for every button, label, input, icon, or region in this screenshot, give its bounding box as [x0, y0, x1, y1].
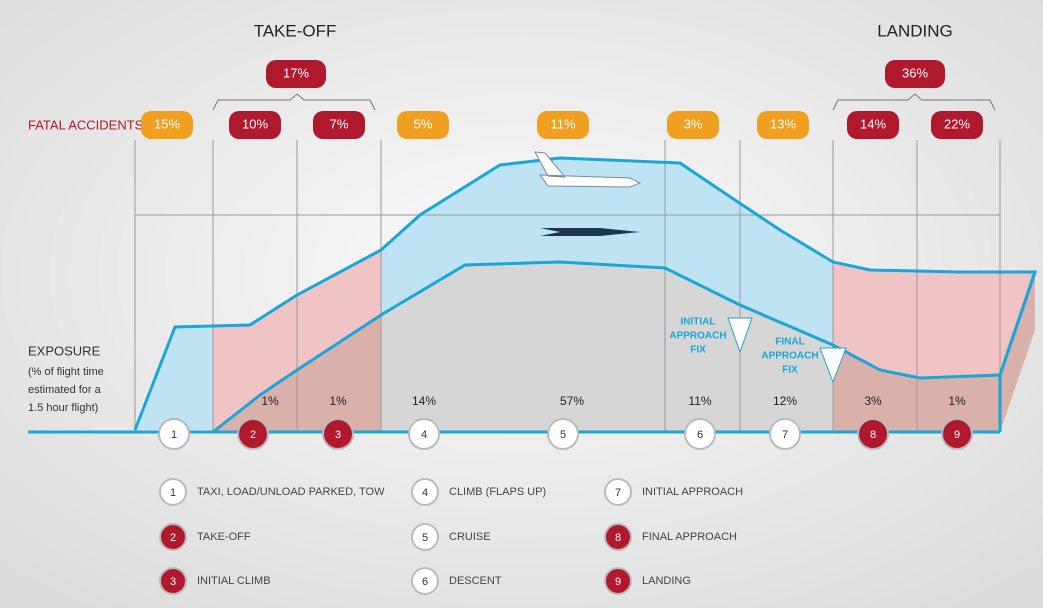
fatal-label: FATAL ACCIDENTS [28, 117, 144, 132]
legend-number: 6 [422, 576, 428, 588]
fatal-value: 10% [242, 116, 268, 131]
phase-number: 3 [335, 429, 341, 441]
phase-number: 6 [697, 429, 703, 441]
annotation: FINAL [775, 337, 804, 348]
phase-number: 9 [954, 429, 960, 441]
infographic: TAKE-OFF LANDING 17% 36% FATAL ACCIDENTS… [0, 0, 1043, 608]
phase-number: 4 [421, 429, 427, 441]
annotation: INITIAL [681, 317, 716, 328]
fatal-value: 11% [550, 116, 575, 131]
exposure-value: 57% [560, 394, 584, 408]
phase-number: 2 [250, 429, 256, 441]
legend-number: 4 [422, 487, 428, 499]
exposure-value: 3% [864, 394, 882, 408]
phase-number: 7 [782, 429, 788, 441]
legend-number: 3 [170, 576, 176, 588]
exposure-note: 1.5 hour flight) [28, 402, 98, 414]
fatal-value: 14% [860, 116, 886, 131]
phase-number: 8 [870, 429, 876, 441]
fatal-value: 13% [770, 116, 796, 131]
exposure-value: 1% [948, 394, 966, 408]
fatal-value: 5% [414, 116, 433, 131]
legend-number: 1 [170, 487, 176, 499]
phase-number: 5 [560, 429, 566, 441]
exposure-value: 14% [412, 394, 436, 408]
annotation: FIX [782, 365, 798, 376]
annotation: FIX [690, 345, 706, 356]
legend-name: TAXI, LOAD/UNLOAD PARKED, TOW [197, 486, 385, 498]
exposure-value: 11% [688, 394, 711, 408]
legend-name: TAKE-OFF [197, 531, 251, 543]
phase-number: 1 [171, 429, 177, 441]
exposure-title: EXPOSURE [28, 343, 101, 358]
annotation: APPROACH [669, 331, 726, 342]
annotation: APPROACH [761, 351, 818, 362]
group-total: 17% [283, 65, 309, 80]
exposure-value: 12% [773, 394, 797, 408]
legend-number: 9 [615, 576, 621, 588]
fatal-value: 3% [684, 116, 703, 131]
exposure-value: 1% [261, 394, 279, 408]
legend-number: 2 [170, 532, 176, 544]
fatal-value: 7% [330, 116, 349, 131]
legend-name: LANDING [642, 575, 691, 587]
legend-number: 7 [615, 487, 621, 499]
legend-name: CLIMB (FLAPS UP) [449, 486, 546, 498]
exposure-note: (% of flight time [28, 366, 104, 378]
exposure-note: estimated for a [28, 384, 102, 396]
takeoff-header: TAKE-OFF [254, 21, 337, 40]
fatal-value: 15% [154, 116, 180, 131]
exposure-value: 1% [329, 394, 347, 408]
landing-header: LANDING [877, 21, 953, 40]
legend-name: DESCENT [449, 575, 502, 587]
legend-name: FINAL APPROACH [642, 531, 737, 543]
legend-name: INITIAL CLIMB [197, 575, 271, 587]
fatal-value: 22% [944, 116, 970, 131]
legend-number: 5 [422, 532, 428, 544]
legend-name: INITIAL APPROACH [642, 486, 743, 498]
group-total: 36% [902, 65, 928, 80]
legend-number: 8 [615, 532, 621, 544]
legend-name: CRUISE [449, 531, 491, 543]
